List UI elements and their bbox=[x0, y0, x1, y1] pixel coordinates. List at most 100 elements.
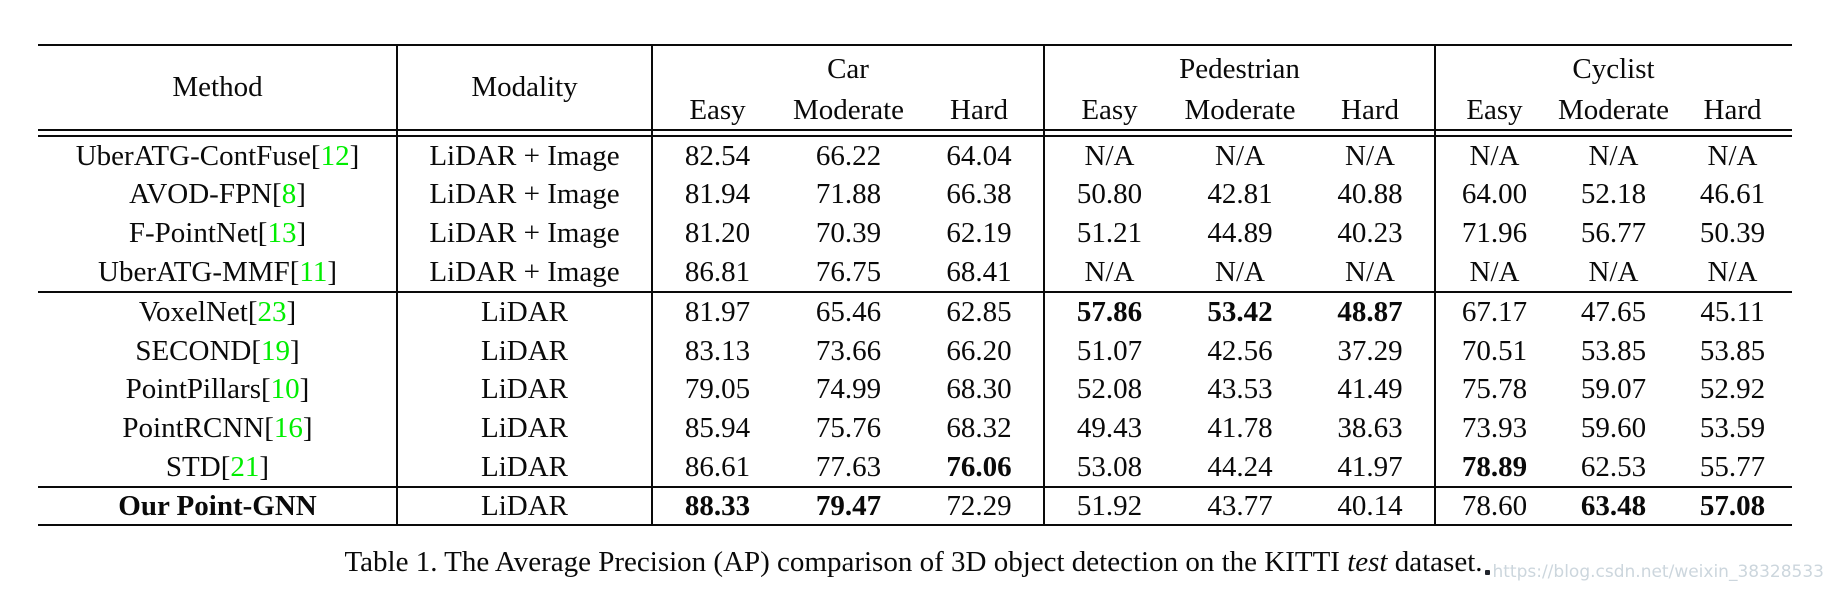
ap-value: 78.89 bbox=[1461, 450, 1528, 483]
ap-value: 64.04 bbox=[946, 139, 1012, 172]
ap-value: N/A bbox=[1215, 255, 1265, 288]
ap-value: 41.49 bbox=[1337, 373, 1403, 406]
table-row: UberATG-ContFuse[12] LiDAR + Image 82.54 66… bbox=[38, 137, 1792, 176]
ap-value: 53.08 bbox=[1076, 450, 1143, 483]
ap-value: 47.65 bbox=[1580, 296, 1647, 329]
ap-value: 75.78 bbox=[1461, 373, 1528, 406]
table-row: PointRCNN[16] LiDAR 85.94 75.76 68.32 49.43 41… bbox=[38, 409, 1792, 448]
ap-value: 74.99 bbox=[815, 373, 882, 406]
table-row: SECOND[19] LiDAR 83.13 73.66 66.20 51.07 42.56… bbox=[38, 332, 1792, 371]
caption-italic-word: test bbox=[1347, 546, 1388, 578]
ap-value: 51.07 bbox=[1076, 334, 1143, 367]
ap-value: 79.05 bbox=[684, 373, 751, 406]
ap-value: 81.94 bbox=[684, 178, 751, 211]
col-subheader-ped-easy: Easy bbox=[1081, 94, 1138, 126]
col-group-car: Car bbox=[827, 52, 869, 85]
ap-value: 46.61 bbox=[1699, 178, 1766, 211]
ap-value: 56.77 bbox=[1580, 216, 1647, 249]
ap-value: 50.39 bbox=[1699, 216, 1766, 249]
caption-text: Table 1. The Average Precision (AP) comp… bbox=[344, 546, 1348, 578]
ap-value: 66.38 bbox=[946, 178, 1012, 211]
bottom-rule bbox=[38, 524, 1792, 527]
group-divider-rule bbox=[38, 291, 1792, 294]
group-divider-rule bbox=[38, 486, 1792, 489]
modality-cell: LiDAR + Image bbox=[429, 178, 620, 211]
modality-cell: LiDAR bbox=[481, 334, 568, 367]
ap-value: 52.92 bbox=[1699, 373, 1766, 406]
ap-value: 72.29 bbox=[946, 489, 1012, 522]
method-cell: Our Point-GNN bbox=[118, 489, 317, 522]
ap-value: 71.96 bbox=[1461, 216, 1528, 249]
table-row: VoxelNet[23] LiDAR 81.97 65.46 62.85 57.86 53.… bbox=[38, 293, 1792, 332]
table-row: STD[21] LiDAR 86.61 77.63 76.06 53.08 44.24 41.… bbox=[38, 448, 1792, 487]
ap-value: 75.76 bbox=[815, 411, 882, 444]
table-row: UberATG-MMF[11] LiDAR + Image 86.81 76.75 68… bbox=[38, 253, 1792, 292]
ap-value: N/A bbox=[1215, 139, 1265, 172]
column-divider-line bbox=[651, 44, 653, 527]
modality-cell: LiDAR bbox=[481, 450, 568, 483]
ap-value: 57.08 bbox=[1699, 489, 1766, 522]
ap-value: 86.61 bbox=[684, 450, 751, 483]
table-body-group-ours: Our Point-GNN LiDAR 88.33 79.47 72.29 51.92 43… bbox=[38, 488, 1792, 524]
citation-number: 13 bbox=[267, 216, 297, 249]
col-subheader-car-easy: Easy bbox=[689, 94, 746, 126]
method-cell: SECOND[19] bbox=[135, 334, 300, 367]
ap-value: 73.93 bbox=[1461, 411, 1528, 444]
watermark-dot-icon bbox=[1485, 570, 1491, 575]
ap-value: 85.94 bbox=[684, 411, 751, 444]
top-rule bbox=[38, 44, 1792, 46]
citation-number: 12 bbox=[320, 139, 350, 172]
ap-value: 37.29 bbox=[1337, 334, 1403, 367]
citation-number: 23 bbox=[257, 296, 287, 329]
modality-cell: LiDAR + Image bbox=[429, 139, 620, 172]
citation-number: 11 bbox=[299, 255, 328, 288]
table-body-group-lidar: VoxelNet[23] LiDAR 81.97 65.46 62.85 57.86 53.… bbox=[38, 293, 1792, 486]
ap-value: 53.42 bbox=[1207, 296, 1273, 329]
citation-number: 21 bbox=[230, 450, 260, 483]
ap-value: 40.14 bbox=[1337, 489, 1403, 522]
ap-value: 51.92 bbox=[1076, 489, 1143, 522]
ap-value: 52.08 bbox=[1076, 373, 1143, 406]
citation-number: 19 bbox=[261, 334, 290, 367]
ap-value: N/A bbox=[1588, 139, 1639, 172]
ap-value: 59.60 bbox=[1580, 411, 1647, 444]
ap-value: 41.97 bbox=[1337, 450, 1403, 483]
ap-value: 52.18 bbox=[1580, 178, 1647, 211]
col-subheader-ped-moderate: Moderate bbox=[1184, 94, 1296, 126]
ap-value: 81.97 bbox=[684, 296, 751, 329]
ap-value: 70.39 bbox=[815, 216, 882, 249]
ap-value: 41.78 bbox=[1207, 411, 1273, 444]
ap-value: 45.11 bbox=[1700, 296, 1765, 329]
ap-value: 70.51 bbox=[1461, 334, 1528, 367]
ap-value: 62.53 bbox=[1580, 450, 1647, 483]
ap-value: 67.17 bbox=[1461, 296, 1528, 329]
ap-value: 64.00 bbox=[1461, 178, 1528, 211]
ap-value: 48.87 bbox=[1337, 296, 1403, 329]
header-double-rule bbox=[38, 129, 1792, 137]
table-row: Our Point-GNN LiDAR 88.33 79.47 72.29 51.92 43… bbox=[38, 488, 1792, 524]
ap-value: 81.20 bbox=[684, 216, 751, 249]
ap-value: 63.48 bbox=[1580, 489, 1647, 522]
method-cell: PointPillars[10] bbox=[125, 373, 310, 406]
ap-value: 68.32 bbox=[946, 411, 1012, 444]
ap-value: 77.63 bbox=[815, 450, 882, 483]
ap-value: 44.89 bbox=[1207, 216, 1273, 249]
modality-cell: LiDAR bbox=[481, 489, 568, 522]
ap-value: 83.13 bbox=[684, 334, 751, 367]
ap-value: N/A bbox=[1469, 255, 1520, 288]
modality-cell: LiDAR bbox=[481, 296, 568, 329]
ap-value: N/A bbox=[1084, 139, 1135, 172]
ap-value: 66.22 bbox=[815, 139, 882, 172]
table-row: F-PointNet[13] LiDAR + Image 81.20 70.39 62.… bbox=[38, 214, 1792, 253]
citation-number: 16 bbox=[273, 411, 303, 444]
ap-value: 43.77 bbox=[1207, 489, 1273, 522]
ap-value: 49.43 bbox=[1076, 411, 1143, 444]
ap-value: 79.47 bbox=[815, 489, 882, 522]
ap-value: 62.85 bbox=[946, 296, 1012, 329]
col-subheader-cyc-hard: Hard bbox=[1703, 94, 1762, 126]
table-caption: Table 1. The Average Precision (AP) comp… bbox=[0, 546, 1827, 579]
method-cell: UberATG-ContFuse[12] bbox=[75, 139, 360, 172]
method-cell: UberATG-MMF[11] bbox=[98, 255, 337, 288]
ap-value: 43.53 bbox=[1207, 373, 1273, 406]
